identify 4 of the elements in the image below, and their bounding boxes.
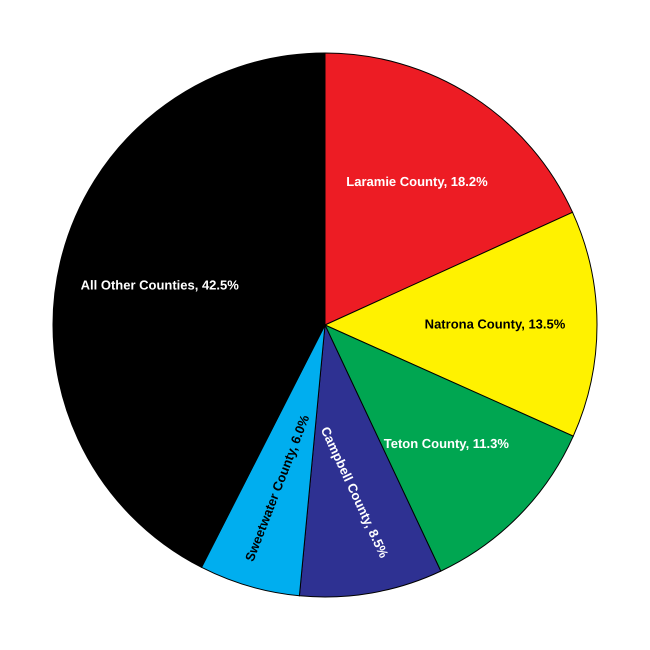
slice-label: Teton County, 11.3%: [384, 436, 510, 452]
slice-label: Laramie County, 18.2%: [346, 174, 488, 190]
slice-label: Natrona County, 13.5%: [424, 316, 566, 332]
slice-label: All Other Counties, 42.5%: [80, 277, 240, 292]
